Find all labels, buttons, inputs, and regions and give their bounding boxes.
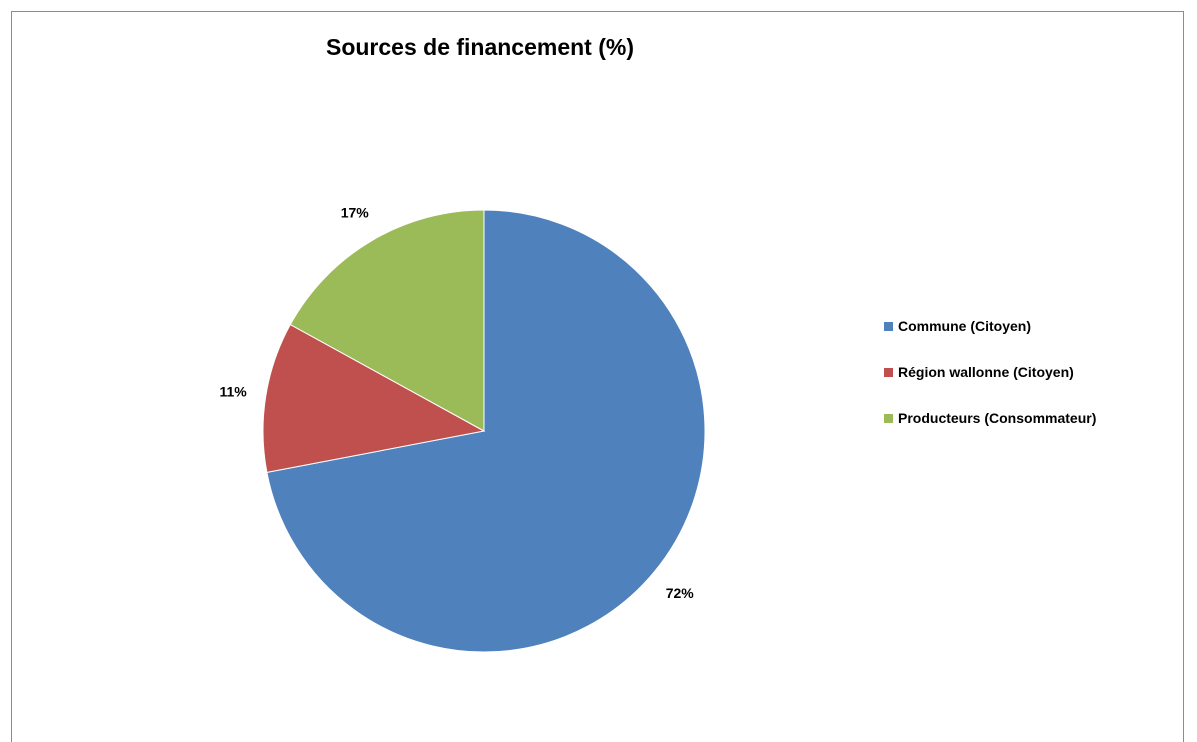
pie-slice-producteurs-consommateur — [289, 209, 485, 432]
data-label-commune-citoyen: 72% — [666, 585, 695, 601]
chart-title: Sources de financement (%) — [325, 34, 635, 60]
legend-item-region-wallonne-citoyen: Région wallonne (Citoyen) — [884, 364, 1096, 380]
legend-swatch — [884, 367, 893, 377]
legend-label: Producteurs (Consommateur) — [898, 410, 1097, 426]
legend-swatch — [884, 321, 893, 331]
legend-label: Région wallonne (Citoyen) — [898, 364, 1074, 380]
legend-swatch — [884, 413, 893, 423]
legend: Commune (Citoyen) Région wallonne (Citoye… — [884, 318, 1096, 456]
data-label-region-wallonne-citoyen: 11% — [220, 383, 248, 399]
legend-item-producteurs-consommateur: Producteurs (Consommateur) — [884, 410, 1096, 426]
pie-slice-region-wallonne-citoyen — [262, 323, 486, 473]
legend-item-commune-citoyen: Commune (Citoyen) — [884, 318, 1096, 334]
pie-slice-commune-citoyen — [266, 209, 706, 653]
data-label-producteurs-consommateur: 17% — [341, 204, 370, 220]
legend-label: Commune (Citoyen) — [898, 318, 1031, 334]
